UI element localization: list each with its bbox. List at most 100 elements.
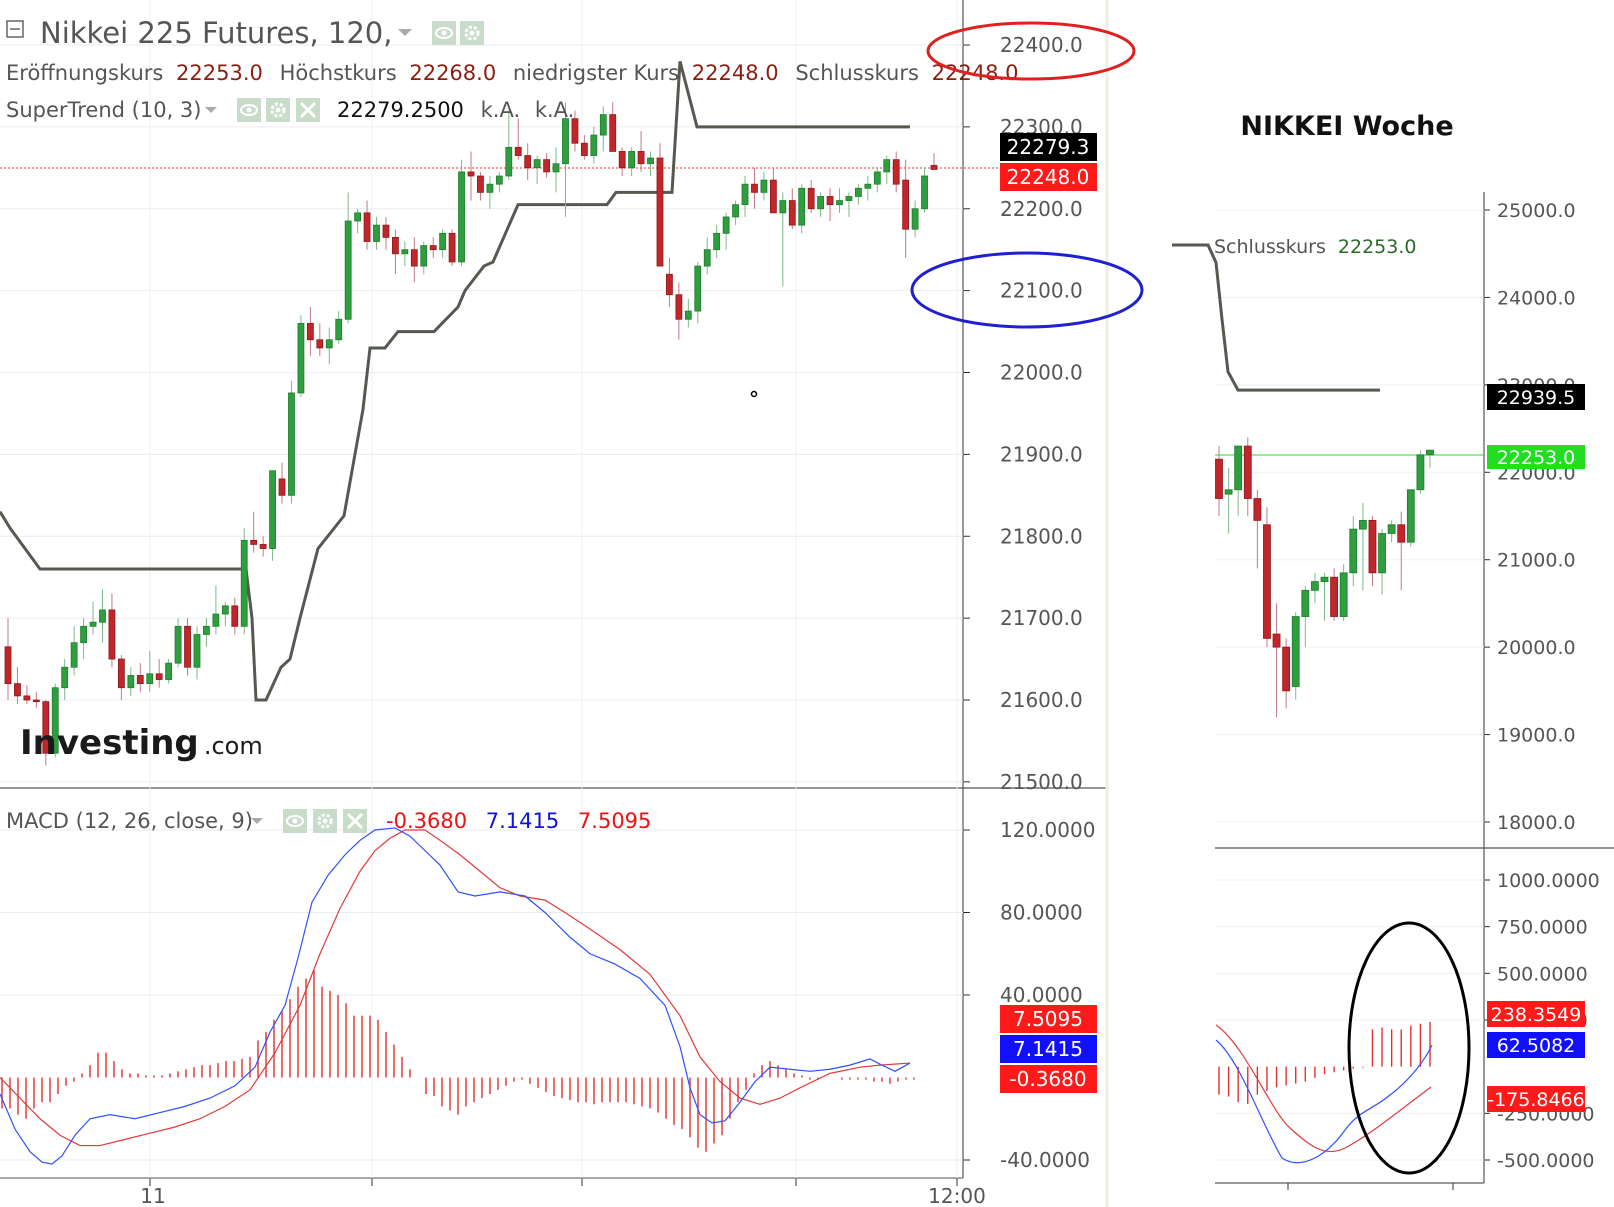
collapse-icon[interactable]	[6, 20, 24, 38]
candle-body	[486, 183, 494, 193]
weekly-candle-body	[1224, 489, 1233, 495]
candle-body	[240, 539, 248, 627]
candle-body	[335, 318, 343, 341]
candle-body	[14, 683, 21, 697]
settings-gear-icon[interactable]	[460, 21, 484, 45]
candle-body	[590, 134, 598, 156]
svg-text:238.3549: 238.3549	[1491, 1004, 1582, 1026]
weekly-indicator-label: 750.0000	[1497, 917, 1588, 939]
macd-tick-label: 40.0000	[1000, 983, 1083, 1007]
macd-eye-icon[interactable]	[283, 809, 307, 833]
candle-body	[316, 339, 324, 349]
candle-body	[675, 294, 683, 320]
supertrend-na-1: k.A.	[481, 98, 521, 122]
weekly-supertrend-line	[1172, 243, 1380, 392]
macd-dropdown-icon[interactable]	[251, 818, 263, 824]
macd-label: MACD (12, 26, close, 9)	[6, 809, 253, 833]
weekly-signal-tag: -175.8466	[1487, 1086, 1585, 1112]
candle-body	[902, 179, 910, 230]
symbol-dropdown-icon[interactable]	[398, 29, 412, 36]
price-axis: 21500.0 21600.0 21700.0 21800.0 21900.0 22000…	[963, 33, 1083, 794]
candle-body	[165, 662, 173, 680]
weekly-candle-body	[1397, 524, 1406, 543]
candle-body	[911, 208, 919, 230]
supertrend-gear-icon[interactable]	[266, 98, 290, 122]
candle-body	[259, 544, 267, 549]
candle-body	[99, 609, 106, 623]
weekly-price-label: 21000.0	[1497, 550, 1576, 572]
weekly-candle-body	[1263, 524, 1271, 639]
candle-body	[23, 695, 31, 701]
price-tick-label: 21800.0	[1000, 524, 1083, 548]
svg-text:22253.0: 22253.0	[1497, 447, 1576, 469]
weekly-price-tag: 22253.0	[1487, 445, 1585, 469]
time-tick-label: 12:00	[928, 1184, 986, 1207]
weekly-indicator-axis: -500.0000-250.0000250.0000500.0000750.00…	[1484, 870, 1600, 1172]
weekly-price-label: 24000.0	[1497, 287, 1576, 309]
weekly-candle-body	[1339, 572, 1348, 617]
candle-body	[278, 478, 286, 496]
signal-line-value: 7.5095	[578, 809, 651, 833]
weekly-supertrend-tag: 22939.5	[1487, 384, 1585, 410]
candle-body	[722, 216, 730, 234]
weekly-candle-body	[1406, 489, 1415, 543]
high-label: Höchstkurs	[280, 61, 397, 85]
weekly-candle-body	[1426, 449, 1434, 456]
weekly-candle-body	[1378, 533, 1386, 574]
candle-body	[51, 687, 59, 754]
candle-body	[373, 224, 380, 242]
candle-body	[618, 151, 626, 169]
svg-text:Eröffnungskurs 22253.0: Eröffnungskurs 22253.0 Höchstkurs 22268.…	[6, 61, 1018, 85]
price-candles	[4, 102, 938, 766]
candle-body	[401, 249, 409, 255]
svg-text:62.5082: 62.5082	[1497, 1035, 1576, 1057]
candle-body	[524, 155, 532, 169]
candle-body	[429, 245, 437, 251]
weekly-candle-body	[1358, 519, 1367, 530]
candle-body	[80, 625, 87, 644]
signal-line	[0, 829, 911, 1147]
weekly-candle-body	[1330, 576, 1338, 617]
candle-body	[4, 646, 12, 685]
macd-hist-value: -0.3680	[386, 809, 467, 833]
macd-gear-icon[interactable]	[313, 809, 337, 833]
macd-tick-label: 120.0000	[1000, 818, 1095, 842]
candle-body	[855, 187, 862, 197]
price-tick-label: 22000.0	[1000, 361, 1083, 385]
candle-body	[231, 605, 239, 627]
candle-body	[807, 187, 815, 210]
candle-body	[656, 157, 664, 267]
candle-body	[420, 245, 428, 267]
open-label: Eröffnungskurs	[6, 61, 163, 85]
weekly-indicator-label: 500.0000	[1497, 963, 1588, 985]
candle-body	[684, 310, 692, 320]
annotation-red-ellipse	[926, 21, 1136, 81]
weekly-price-label: 19000.0	[1497, 725, 1576, 747]
candle-body	[467, 171, 475, 177]
candle-body	[363, 212, 371, 242]
price-tick-label: 22200.0	[1000, 197, 1083, 221]
svg-text:-0.3680 7.1415 7.5: -0.3680 7.1415 7.5095	[386, 809, 651, 833]
price-tick-label: 21900.0	[1000, 442, 1083, 466]
open-value: 22253.0	[176, 61, 263, 85]
weekly-candle-body	[1215, 458, 1223, 499]
low-value: 22248.0	[692, 61, 779, 85]
candle-body	[184, 625, 191, 668]
candle-body	[42, 701, 50, 754]
annotation-blue-ellipse	[910, 251, 1144, 329]
macd-close-icon[interactable]	[343, 809, 367, 833]
candle-body	[155, 673, 163, 680]
supertrend-close-icon[interactable]	[296, 98, 320, 122]
supertrend-eye-icon[interactable]	[237, 98, 261, 122]
supertrend-dropdown-icon[interactable]	[205, 107, 217, 113]
candle-body	[127, 675, 135, 689]
candle-body	[344, 220, 352, 320]
eye-icon[interactable]	[432, 21, 456, 45]
candle-body	[552, 163, 560, 173]
weekly-candle-body	[1282, 646, 1291, 692]
price-tick-label: 22400.0	[1000, 33, 1083, 57]
candle-body	[89, 621, 97, 627]
weekly-indicator	[1215, 1021, 1433, 1164]
svg-text:22248.0: 22248.0	[1007, 165, 1090, 189]
